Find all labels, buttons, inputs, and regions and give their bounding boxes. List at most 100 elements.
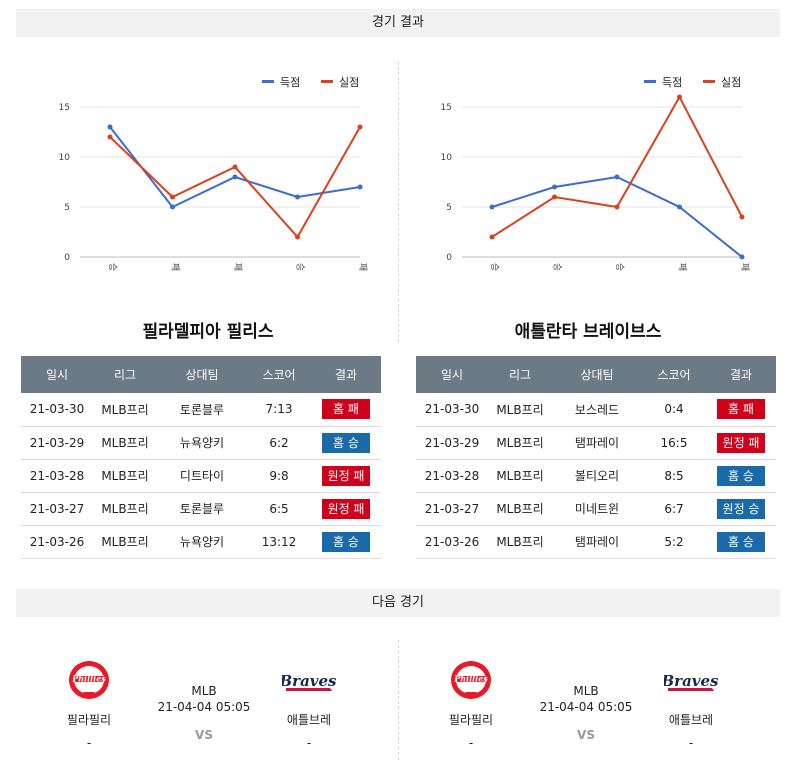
league-label: MLB	[191, 684, 217, 698]
next-game-card[interactable]: Phillies 필라필리 - MLB 21-04-04 05:05 VS Br…	[406, 655, 766, 755]
home-team[interactable]: Phillies 필라필리 -	[34, 655, 144, 750]
x-tick-label: 승	[489, 263, 500, 271]
cell-opponent: 볼티오리	[552, 459, 642, 493]
cell-score: 6:7	[642, 492, 706, 526]
cell-league: MLB프리	[488, 426, 552, 460]
cell-result: 원정 패	[311, 492, 381, 526]
table-row[interactable]: 21-03-26 MLB프리 뉴욕양키 13:12 홈 승	[21, 525, 381, 559]
table-row[interactable]: 21-03-27 MLB프리 토론블루 6:5 원정 패	[21, 492, 381, 526]
cell-date: 21-03-27	[21, 492, 93, 526]
cell-result: 원정 승	[706, 492, 776, 526]
x-tick-label: 승	[614, 263, 625, 271]
cell-opponent: 뉴욕양키	[157, 525, 247, 559]
data-point	[295, 194, 300, 200]
cell-score: 6:2	[247, 426, 311, 460]
data-point	[739, 214, 745, 220]
result-badge: 홈 승	[717, 465, 765, 486]
y-tick-label: 10	[59, 153, 71, 163]
data-point	[489, 204, 495, 210]
legend-label: 득점	[280, 76, 300, 89]
table-row[interactable]: 21-03-29 MLB프리 뉴욕양키 6:2 홈 승	[21, 426, 381, 460]
cell-score: 8:5	[642, 459, 706, 493]
cell-opponent: 탬파레이	[552, 426, 642, 460]
away-team-extra: -	[688, 736, 694, 750]
cell-date: 21-03-29	[416, 426, 488, 460]
cell-date: 21-03-29	[21, 426, 93, 460]
x-tick-label: 패	[677, 263, 688, 271]
cell-date: 21-03-30	[21, 393, 93, 427]
column-header: 리그	[93, 356, 157, 393]
column-header: 스코어	[642, 356, 706, 393]
data-point	[357, 184, 363, 190]
table-header-row: 일시 리그 상대팀 스코어 결과	[416, 356, 776, 393]
next-game-card[interactable]: Phillies 필라필리 - MLB 21-04-04 05:05 VS Br…	[24, 655, 384, 755]
legend-swatch	[262, 80, 274, 83]
data-point	[677, 94, 682, 100]
x-tick-label: 패	[232, 263, 243, 271]
data-point	[170, 194, 175, 200]
y-tick-label: 15	[59, 103, 70, 113]
cell-opponent: 토론블루	[157, 393, 247, 427]
away-team[interactable]: Braves 애틀브레 -	[636, 655, 746, 750]
table-row[interactable]: 21-03-29 MLB프리 탬파레이 16:5 원정 패	[416, 426, 776, 460]
x-tick-label: 승	[107, 263, 118, 271]
braves-logo-icon: Braves	[636, 655, 746, 707]
x-tick-label: 패	[357, 263, 368, 271]
table-row[interactable]: 21-03-30 MLB프리 토론블루 7:13 홈 패	[21, 393, 381, 427]
away-team-name: 애틀브레	[286, 713, 332, 727]
result-badge: 홈 승	[322, 531, 370, 552]
result-badge: 홈 승	[322, 432, 370, 453]
svg-text:Braves: Braves	[664, 672, 718, 690]
table-row[interactable]: 21-03-28 MLB프리 디트타이 9:8 원정 패	[21, 459, 381, 493]
table-row[interactable]: 21-03-27 MLB프리 미네트윈 6:7 원정 승	[416, 492, 776, 526]
cell-league: MLB프리	[93, 492, 157, 526]
table-row[interactable]: 21-03-30 MLB프리 보스레드 0:4 홈 패	[416, 393, 776, 427]
data-point	[552, 184, 557, 190]
braves-logo-icon: Braves	[254, 655, 364, 707]
column-header: 상대팀	[157, 356, 247, 393]
x-tick-label: 패	[739, 263, 750, 271]
away-team[interactable]: Braves 애틀브레 -	[254, 655, 364, 750]
data-point	[232, 164, 238, 170]
cell-result: 홈 패	[311, 393, 381, 427]
data-point	[614, 204, 620, 210]
game-datetime: 21-04-04 05:05	[157, 700, 251, 714]
cell-score: 16:5	[642, 426, 706, 460]
column-header: 결과	[706, 356, 776, 393]
y-tick-label: 0	[64, 253, 70, 263]
cell-opponent: 토론블루	[157, 492, 247, 526]
table-header-row: 일시 리그 상대팀 스코어 결과	[21, 356, 381, 393]
legend-swatch	[644, 80, 656, 83]
results-table-braves: 일시 리그 상대팀 스코어 결과 21-03-30 MLB프리 보스레드 0:4 홈 패 21-0…	[416, 356, 776, 559]
svg-text:Phillies: Phillies	[71, 674, 106, 684]
data-point	[739, 254, 745, 260]
column-header: 상대팀	[552, 356, 642, 393]
y-tick-label: 0	[446, 253, 452, 263]
column-header: 스코어	[247, 356, 311, 393]
y-tick-label: 5	[446, 203, 452, 213]
home-team-extra: -	[86, 736, 92, 750]
result-badge: 홈 패	[322, 399, 370, 420]
result-badge: 원정 패	[322, 498, 370, 519]
data-point	[614, 174, 620, 180]
cell-league: MLB프리	[488, 492, 552, 526]
table-row[interactable]: 21-03-28 MLB프리 볼티오리 8:5 홈 승	[416, 459, 776, 493]
series-line	[491, 175, 743, 258]
cell-opponent: 탬파레이	[552, 525, 642, 559]
column-header: 결과	[311, 356, 381, 393]
phillies-logo-icon: Phillies	[34, 655, 144, 707]
line-chart-braves: 0 5 10 15 승 승 승 패 패 득점 실점	[441, 76, 750, 271]
legend-swatch	[703, 80, 715, 83]
legend-swatch	[321, 80, 333, 83]
svg-text:Braves: Braves	[282, 672, 336, 690]
home-team[interactable]: Phillies 필라필리 -	[416, 655, 526, 750]
game-info: MLB 21-04-04 05:05 VS	[149, 684, 259, 742]
team-title-braves: 애틀란타 브레이브스	[514, 322, 662, 342]
cell-result: 홈 승	[706, 525, 776, 559]
table-row[interactable]: 21-03-26 MLB프리 탬파레이 5:2 홈 승	[416, 525, 776, 559]
svg-text:Phillies: Phillies	[453, 674, 488, 684]
cell-league: MLB프리	[488, 393, 552, 427]
data-point	[170, 204, 175, 210]
next-game-section-header: 다음 경기	[16, 589, 780, 617]
chart-panel-braves: 0 5 10 15 승 승 승 패 패 득점 실점	[400, 62, 770, 282]
